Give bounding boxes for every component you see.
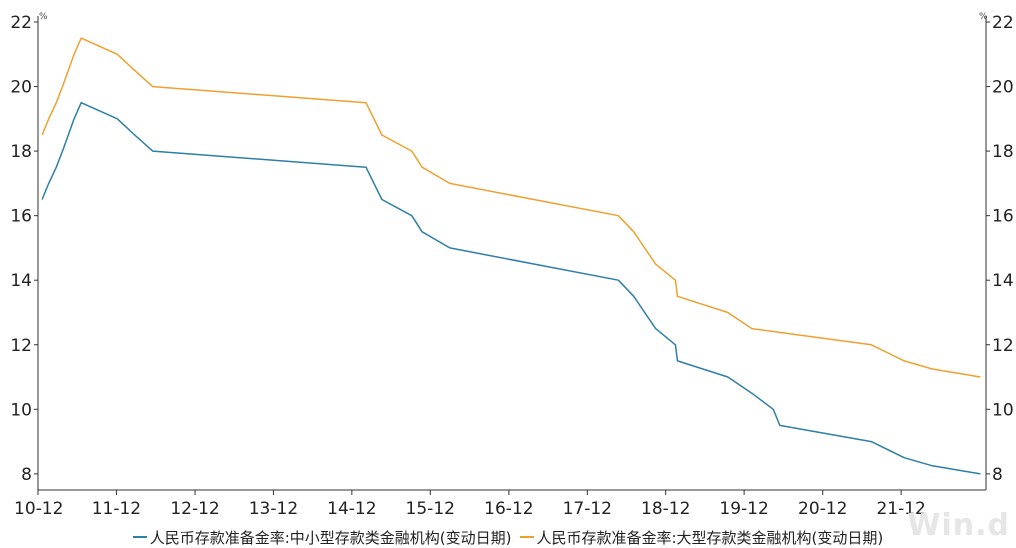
legend-item-series-2: 人民币存款准备金率:大型存款类金融机构(变动日期) [519, 527, 884, 548]
legend-swatch-series-2 [519, 536, 534, 538]
x-tick-label: 18-12 [641, 499, 690, 519]
legend-label-series-1: 人民币存款准备金率:中小型存款类金融机构(变动日期) [149, 528, 512, 547]
axes: 8 8 10 10 12 12 14 14 16 16 18 18 20 20 22 22 10-12 11-12… [10, 13, 1013, 519]
left-axis-unit: % [39, 12, 48, 22]
y-tick-label-right: 22 [992, 13, 1014, 33]
right-axis-unit: % [979, 12, 988, 22]
watermark-logo: Win.d [907, 508, 1010, 543]
y-tick-label-left: 18 [10, 142, 32, 162]
x-tick-label: 20-12 [798, 499, 847, 519]
y-tick-label-right: 20 [992, 78, 1014, 98]
x-tick-label: 10-12 [14, 499, 63, 519]
x-tick-label: 14-12 [327, 499, 376, 519]
x-tick-label: 16-12 [484, 499, 533, 519]
y-tick-label-right: 16 [992, 207, 1014, 227]
x-tick-label: 21-12 [876, 499, 925, 519]
y-tick-label-right: 10 [992, 400, 1014, 420]
y-tick-label-right: 12 [992, 336, 1014, 356]
y-tick-label-right: 8 [992, 465, 1003, 485]
y-tick-label-left: 14 [10, 271, 32, 291]
legend: 人民币存款准备金率:中小型存款类金融机构(变动日期) 人民币存款准备金率:大型存… [0, 526, 1016, 548]
legend-label-series-2: 人民币存款准备金率:大型存款类金融机构(变动日期) [536, 528, 884, 547]
y-tick-label-left: 10 [10, 400, 32, 420]
y-tick-label-left: 16 [10, 207, 32, 227]
x-tick-label: 15-12 [406, 499, 455, 519]
x-tick-label: 19-12 [719, 499, 768, 519]
series-line-1 [41, 101, 981, 475]
y-tick-label-right: 18 [992, 142, 1014, 162]
legend-item-series-1: 人民币存款准备金率:中小型存款类金融机构(变动日期) [132, 527, 512, 548]
x-tick-label: 17-12 [563, 499, 612, 519]
x-tick-label: 11-12 [92, 499, 141, 519]
series-line-2 [41, 37, 981, 378]
y-tick-label-right: 14 [992, 271, 1014, 291]
x-tick-label: 12-12 [170, 499, 219, 519]
plot-area [41, 37, 981, 475]
y-tick-label-left: 22 [10, 13, 32, 33]
y-tick-label-left: 20 [10, 78, 32, 98]
legend-swatch-series-1 [132, 536, 147, 538]
y-tick-label-left: 12 [10, 336, 32, 356]
x-tick-label: 13-12 [249, 499, 298, 519]
y-tick-label-left: 8 [21, 465, 32, 485]
